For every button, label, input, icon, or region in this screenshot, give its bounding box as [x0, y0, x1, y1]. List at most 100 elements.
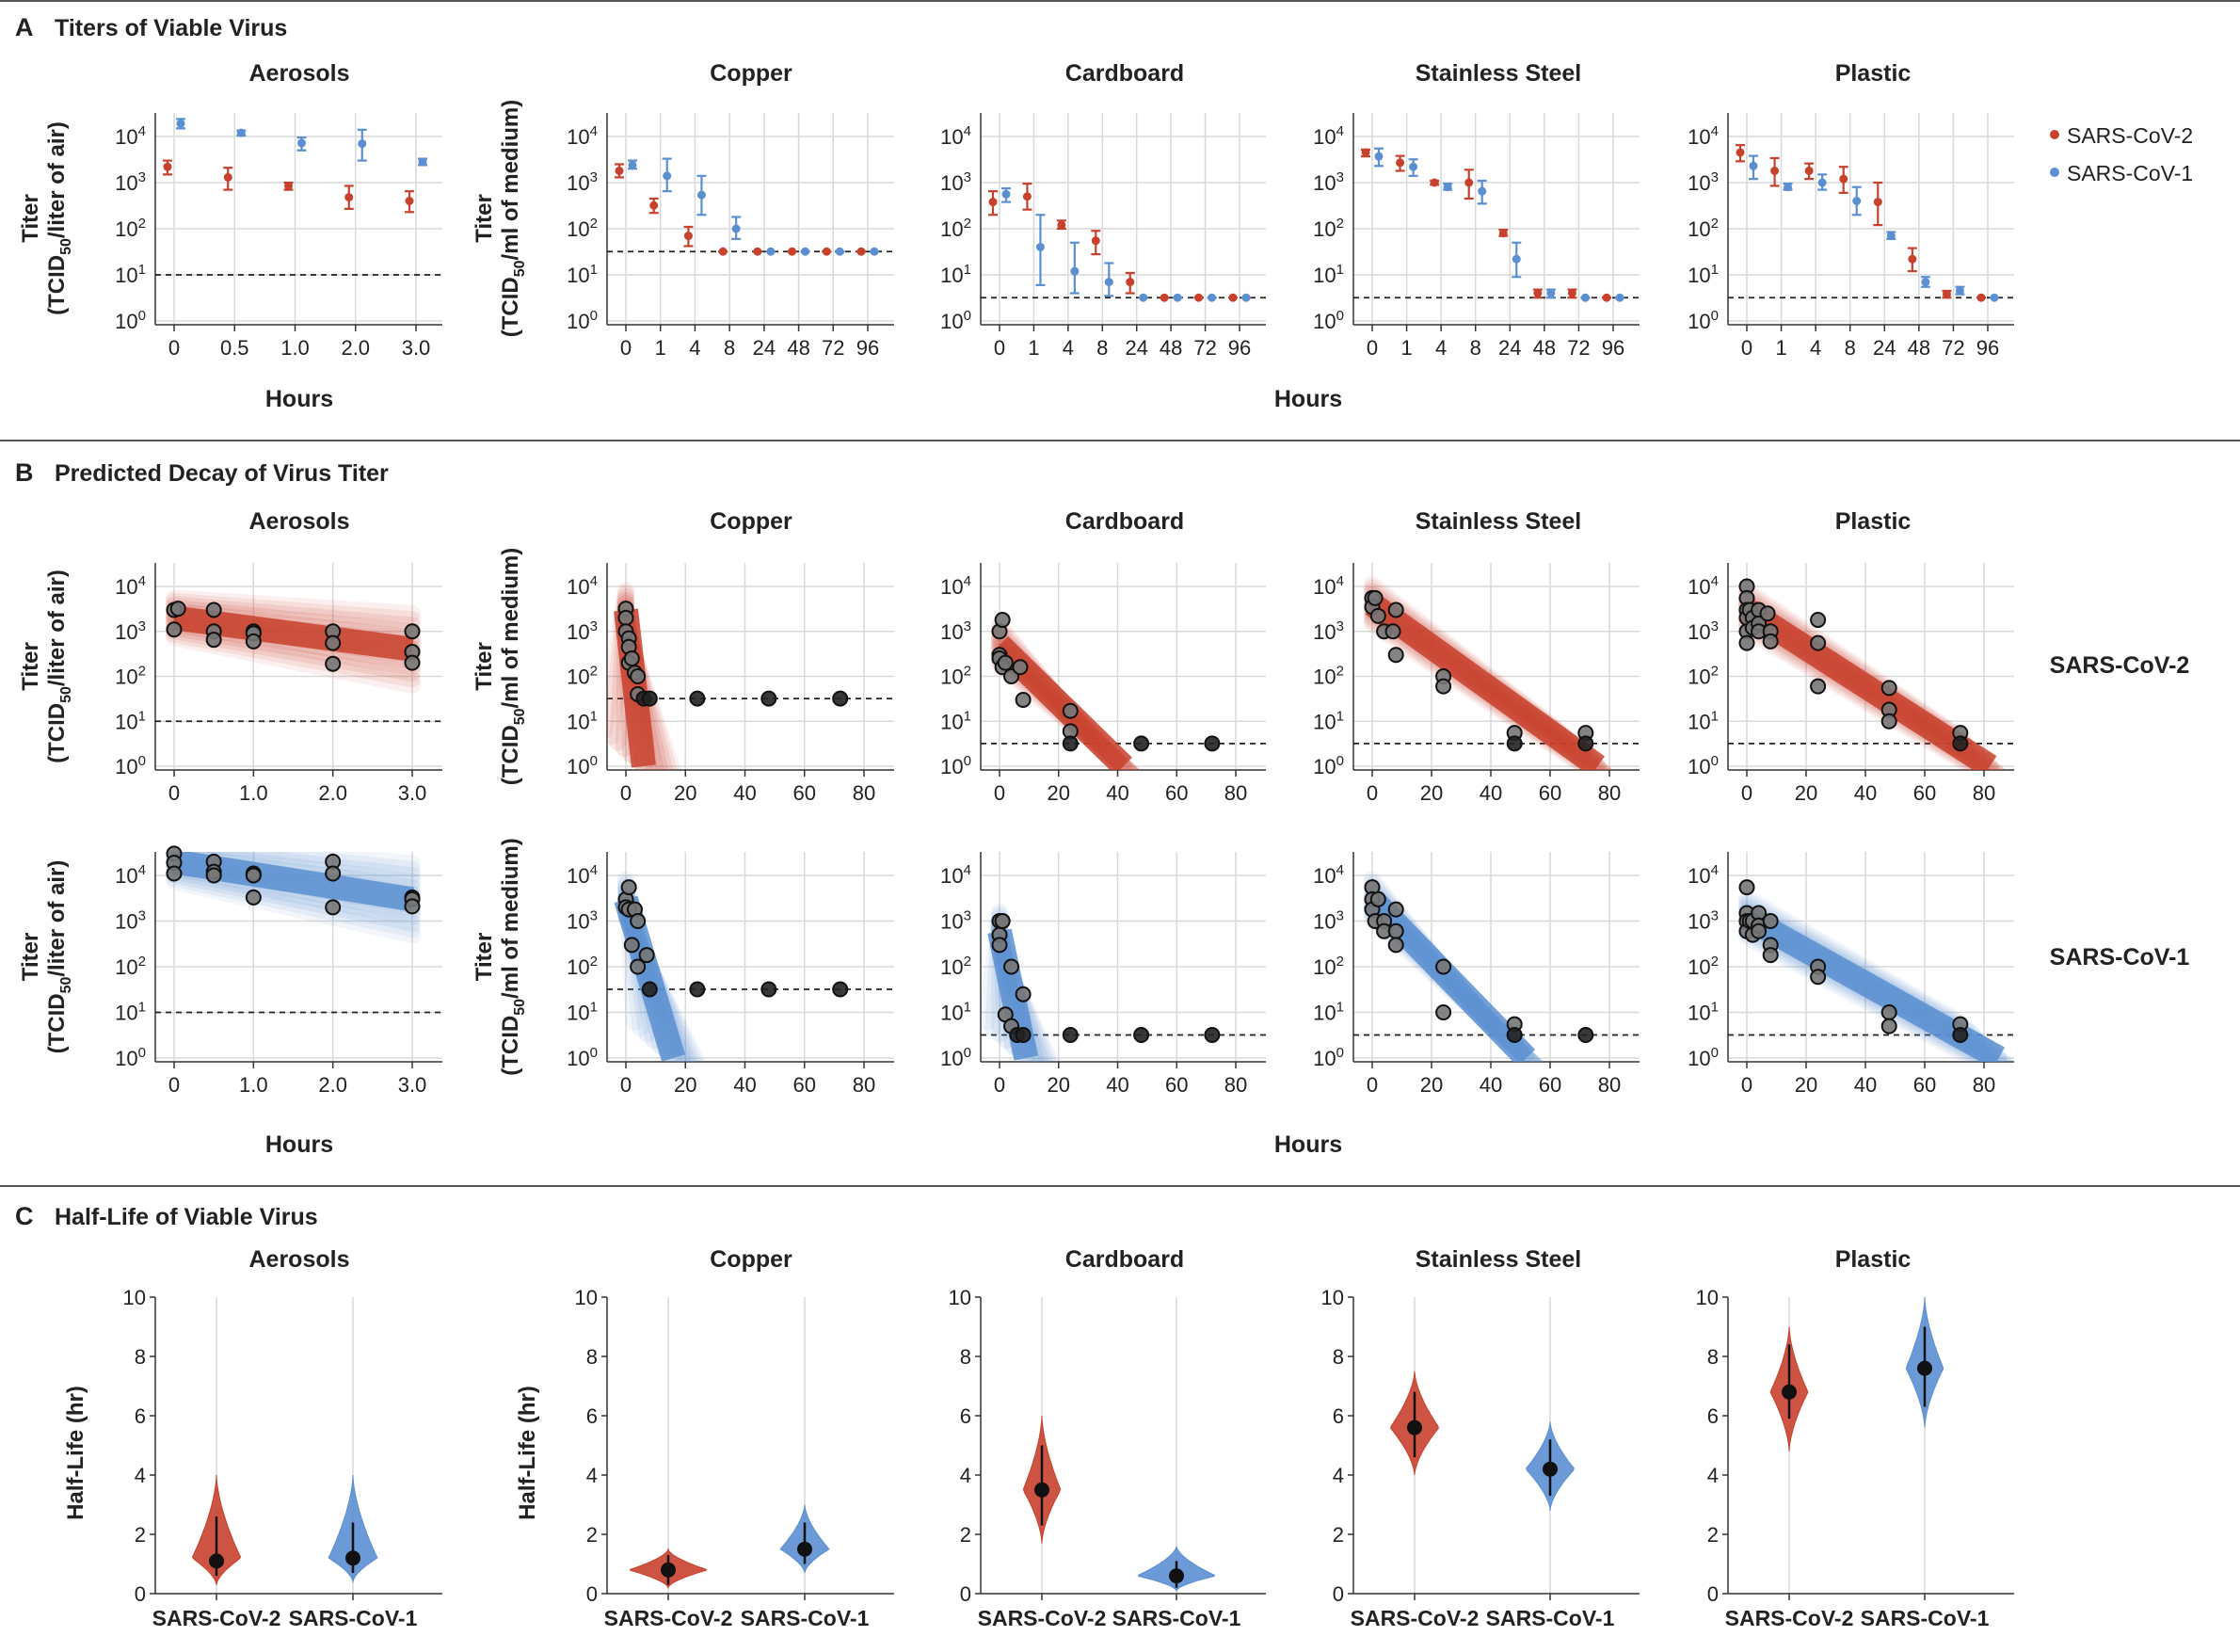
data-point [1749, 161, 1758, 170]
data-point [245, 633, 262, 650]
y-tick-label: 103 [940, 169, 971, 195]
data-point [245, 867, 262, 884]
y-tick-label: 4 [1333, 1464, 1344, 1487]
data-point [1387, 647, 1404, 664]
y-tick-label: 102 [1313, 664, 1344, 689]
data-point [1361, 148, 1370, 157]
y-tick-label: 100 [1313, 1045, 1344, 1070]
x-tick-label: SARS-CoV-1 [1112, 1606, 1241, 1630]
data-point [628, 160, 637, 169]
x-tick-label: 40 [1480, 1073, 1502, 1097]
y-axis-title: Half-Life (hr) [63, 1386, 88, 1520]
x-tick-label: 4 [1435, 336, 1447, 360]
data-point [630, 958, 647, 975]
data-point [1070, 266, 1080, 276]
x-axis-title: Hours [1274, 386, 1342, 412]
data-point [205, 867, 222, 884]
data-point [1908, 254, 1917, 264]
data-point [1387, 601, 1404, 618]
x-tick-label: 0 [1741, 1073, 1752, 1097]
data-point [297, 138, 306, 148]
data-point [1035, 242, 1045, 251]
x-tick-label: 0 [994, 781, 1005, 805]
data-point [683, 232, 693, 241]
data-point [1369, 890, 1386, 907]
data-point [1506, 1027, 1523, 1044]
panel-B-row-cov1: 100 101 102 103 104 0 20 40 60 80 [1688, 852, 2014, 1097]
x-tick-label: 80 [1973, 781, 1995, 805]
x-tick-label: 40 [733, 1073, 756, 1097]
panel-title: Stainless Steel [1416, 508, 1581, 535]
y-axis-title-line2: (TCID50/liter of air) [44, 860, 74, 1054]
data-point [1387, 901, 1404, 918]
x-tick-label: 24 [1498, 336, 1521, 360]
x-tick-label: 60 [793, 781, 816, 805]
x-tick-label: 80 [853, 1073, 875, 1097]
y-tick-label: 103 [1688, 908, 1719, 934]
y-tick-label: 6 [586, 1404, 598, 1428]
data-point [1384, 623, 1401, 640]
y-axis-title-line1: Titer [18, 642, 43, 691]
data-point [696, 190, 706, 200]
y-axis-title: Titer(TCID50/ml of medium) [472, 838, 528, 1075]
x-tick-label: 1 [655, 336, 666, 360]
y-tick-label: 0 [960, 1582, 971, 1606]
x-tick-label: 80 [1598, 1073, 1621, 1097]
y-tick-label: 100 [1688, 1045, 1719, 1070]
data-point [856, 247, 866, 256]
data-point [1430, 178, 1439, 187]
y-tick-label: 102 [1688, 664, 1719, 689]
data-point [689, 690, 706, 707]
y-tick-label: 4 [586, 1464, 598, 1487]
y-tick-label: 101 [567, 1000, 598, 1025]
y-tick-label: 101 [567, 708, 598, 733]
x-tick-label: 0 [168, 336, 180, 360]
y-tick-label: 104 [1313, 123, 1344, 149]
y-tick-label: 104 [567, 573, 598, 599]
y-tick-label: 100 [940, 1045, 971, 1070]
y-tick-label: 8 [586, 1345, 598, 1369]
data-point [1022, 192, 1032, 201]
x-tick-label: 48 [787, 336, 809, 360]
y-tick-label: 101 [1688, 708, 1719, 733]
section-letter: B [15, 458, 34, 487]
x-tick-label: 20 [1048, 1073, 1070, 1097]
x-tick-label: SARS-CoV-2 [604, 1606, 733, 1630]
panel-title: Plastic [1835, 60, 1912, 87]
data-point [1228, 293, 1238, 302]
y-tick-label: 101 [115, 708, 146, 733]
data-point [870, 247, 879, 256]
y-tick-label: 102 [1688, 216, 1719, 241]
x-tick-label: 80 [1973, 1073, 1995, 1097]
y-axis-title-line2: (TCID50/ml of medium) [498, 548, 528, 785]
data-point [1387, 937, 1404, 954]
legend-marker [2050, 168, 2059, 177]
x-tick-label: 24 [1125, 336, 1147, 360]
data-point [1762, 947, 1779, 964]
data-point [404, 623, 421, 640]
y-tick-label: 4 [960, 1464, 971, 1487]
y-tick-label: 6 [1333, 1404, 1344, 1428]
x-tick-label: 4 [1063, 336, 1074, 360]
data-point [344, 193, 354, 202]
y-axis-title: Half-Life (hr) [515, 1386, 540, 1520]
panel-title: Cardboard [1065, 508, 1184, 535]
data-point [1015, 986, 1032, 1002]
data-point [223, 172, 232, 182]
x-tick-label: 0.5 [220, 336, 249, 360]
panel-title: Plastic [1835, 508, 1912, 535]
data-point [1852, 196, 1862, 205]
x-tick-label: 60 [793, 1073, 816, 1097]
y-tick-label: 6 [960, 1404, 971, 1428]
median-point [1782, 1384, 1797, 1400]
x-tick-label: 80 [853, 781, 875, 805]
x-tick-label: 0 [1367, 1073, 1378, 1097]
x-tick-label: 0 [1367, 336, 1378, 360]
y-tick-label: 2 [1333, 1523, 1344, 1547]
y-tick-label: 103 [1313, 908, 1344, 934]
y-tick-label: 101 [115, 1000, 146, 1025]
x-tick-label: 1 [1028, 336, 1039, 360]
